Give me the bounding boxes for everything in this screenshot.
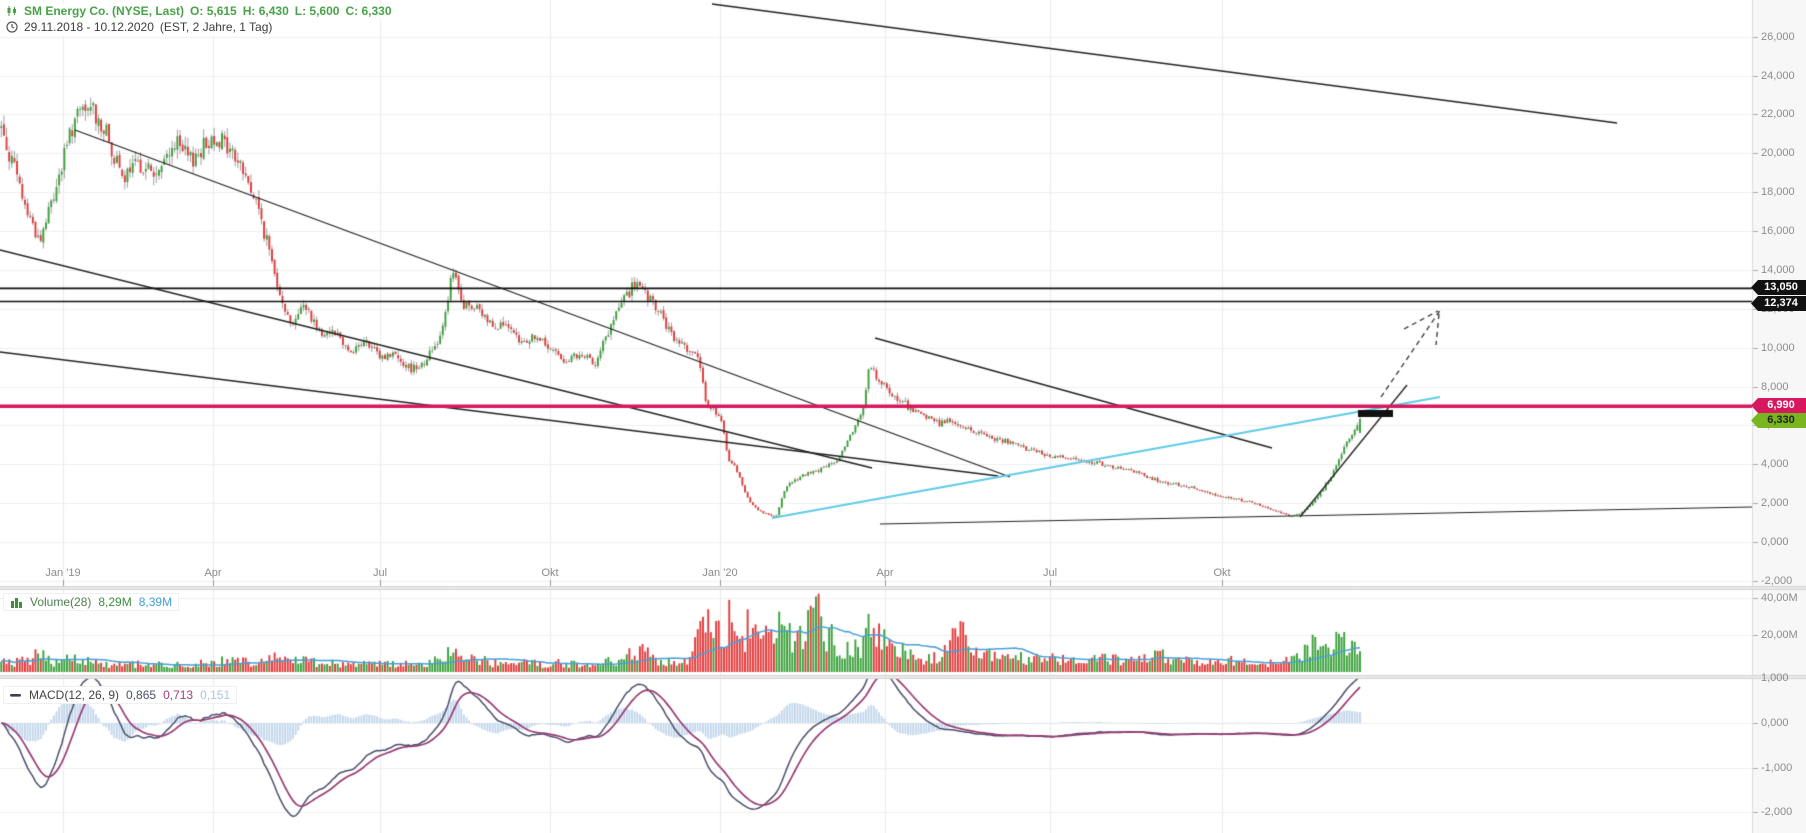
volume-bars-icon [10, 597, 23, 608]
macd-label: MACD(12, 26, 9) [29, 688, 120, 702]
price-axis-label: 16,000 [1761, 225, 1795, 238]
date-axis-label: Jan '20 [702, 567, 738, 579]
macd-axis-label: -1,000 [1761, 761, 1793, 774]
price-axis-label: 10,000 [1761, 341, 1795, 354]
price-axis-label: 2,000 [1761, 497, 1789, 510]
date-axis-label: Jul [372, 567, 388, 579]
macd-header[interactable]: MACD(12, 26, 9) 0,865 0,713 0,151 [3, 686, 238, 704]
volume-axis-label: 20,00M [1761, 629, 1798, 641]
macd-axis-label: 0,000 [1761, 717, 1789, 729]
macd-value: 0,865 [126, 688, 157, 702]
date-axis-label: Apr [876, 567, 894, 579]
date-axis-label: Okt [1213, 567, 1231, 579]
date-axis-label: Okt [541, 567, 559, 579]
volume-header[interactable]: Volume(28) 8,29M 8,39M [3, 593, 180, 611]
price-tag-12374[interactable]: 12,374 [1751, 296, 1806, 311]
macd-axis-label: -2,000 [1761, 806, 1793, 819]
range-meta: (EST, 2 Jahre, 1 Tag) [159, 20, 273, 34]
symbol-header[interactable]: SM Energy Co. (NYSE, Last) O: 5,615 H: 6… [3, 3, 397, 19]
symbol-name: SM Energy Co. (NYSE, Last) [24, 4, 185, 18]
price-axis-label: 4,000 [1761, 458, 1789, 471]
price-tag-13050[interactable]: 13,050 [1751, 280, 1806, 295]
price-tag-6330[interactable]: 6,330 [1751, 413, 1806, 428]
price-axis-label: 0,000 [1761, 536, 1789, 548]
price-axis-label: 22,000 [1761, 108, 1795, 121]
date-axis-label: Apr [204, 567, 222, 579]
high-value: H: 6,430 [242, 4, 289, 18]
price-axis-label: -2,000 [1761, 574, 1793, 587]
price-axis-label: 18,000 [1761, 186, 1795, 199]
macd-signal-value: 0,713 [163, 688, 194, 702]
date-range: 29.11.2018 - 10.12.2020 [24, 20, 154, 34]
price-axis-label: 26,000 [1761, 30, 1795, 43]
price-axis-label: 14,000 [1761, 263, 1795, 276]
candlestick-icon [6, 5, 18, 17]
macd-hist-value: 0,151 [200, 688, 231, 702]
price-axis-label: 8,000 [1761, 380, 1789, 393]
clock-icon [6, 21, 18, 33]
price-tag-6990[interactable]: 6,990 [1751, 398, 1806, 413]
low-value: L: 5,600 [294, 4, 340, 18]
volume-value: 8,29M [98, 595, 132, 609]
price-axis-label: 20,000 [1761, 147, 1795, 160]
open-value: O: 5,615 [190, 4, 237, 18]
range-header[interactable]: 29.11.2018 - 10.12.2020 (EST, 2 Jahre, 1… [3, 19, 278, 35]
macd-line-icon [10, 692, 22, 698]
volume-axis-label: 40,00M [1761, 592, 1798, 604]
date-axis-label: Jan '19 [45, 567, 81, 579]
volume-label: Volume(28) [30, 595, 92, 609]
date-axis-label: Jul [1042, 567, 1058, 579]
volume-ma-value: 8,39M [138, 595, 173, 609]
macd-axis-label: 1,000 [1761, 672, 1789, 685]
price-axis-label: 24,000 [1761, 69, 1795, 82]
close-value: C: 6,330 [345, 4, 392, 18]
